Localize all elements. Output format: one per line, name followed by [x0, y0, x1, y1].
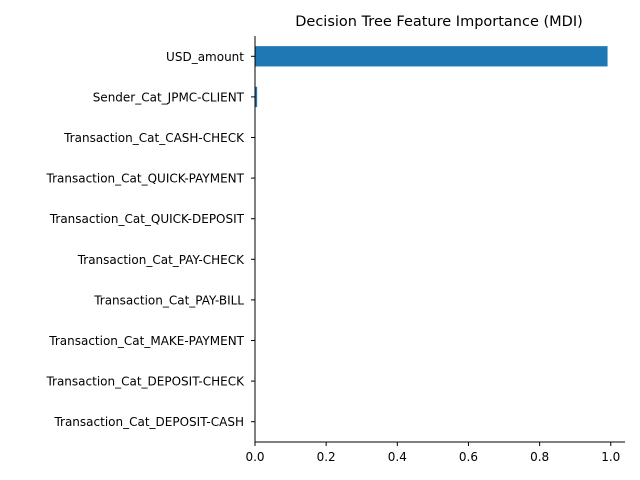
x-tick-label: 0.0 [245, 450, 264, 464]
y-tick-label: Transaction_Cat_DEPOSIT-CHECK [45, 375, 245, 389]
x-tick-label: 1.0 [601, 450, 620, 464]
y-tick-label: Transaction_Cat_PAY-CHECK [77, 253, 245, 267]
y-tick-label: Transaction_Cat_PAY-BILL [93, 293, 244, 307]
y-tick-label: Transaction_Cat_QUICK-PAYMENT [46, 172, 245, 186]
x-ticks: 0.0 0.2 0.4 0.6 0.8 1.0 [245, 442, 620, 464]
y-tick-label: USD_amount [166, 50, 244, 64]
x-tick-label: 0.2 [317, 450, 336, 464]
x-tick-label: 0.8 [530, 450, 549, 464]
chart-title: Decision Tree Feature Importance (MDI) [295, 14, 583, 30]
y-tick-labels: USD_amount Sender_Cat_JPMC-CLIENT Transact… [45, 50, 255, 429]
y-tick-label: Transaction_Cat_QUICK-DEPOSIT [49, 212, 245, 226]
bar-USD_amount [255, 46, 608, 67]
y-tick-label: Transaction_Cat_MAKE-PAYMENT [48, 334, 244, 348]
y-tick-label: Sender_Cat_JPMC-CLIENT [93, 90, 245, 104]
y-tick-label: Transaction_Cat_DEPOSIT-CASH [53, 415, 244, 429]
x-tick-label: 0.6 [459, 450, 478, 464]
bar-Sender_Cat_JPMC-CLIENT [255, 86, 258, 108]
y-tick-label: Transaction_Cat_CASH-CHECK [63, 131, 245, 145]
x-tick-label: 0.4 [388, 450, 407, 464]
bars-group [255, 46, 608, 432]
